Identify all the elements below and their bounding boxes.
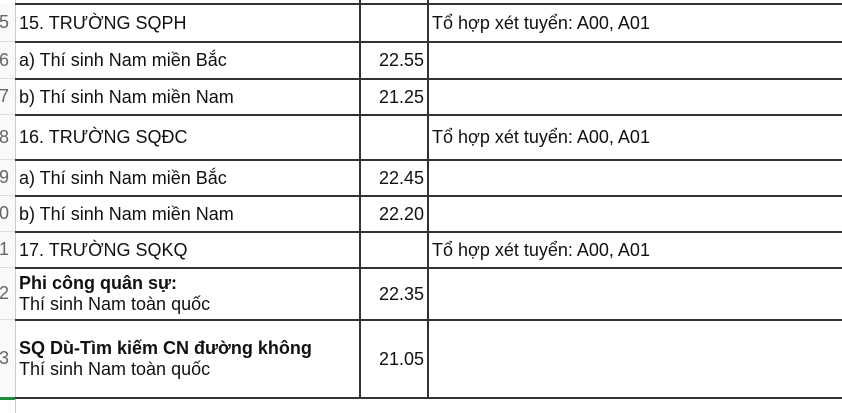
cell-note[interactable] <box>432 161 842 195</box>
row-header[interactable]: 17 <box>0 79 15 115</box>
cell-score[interactable]: 22.20 <box>378 203 424 224</box>
cell-subtitle: Thí sinh Nam toàn quốc <box>19 359 211 379</box>
cell-note[interactable]: Tổ hợp xét tuyển: A00, A01 <box>432 127 650 147</box>
cell-score[interactable] <box>362 5 424 41</box>
cell-a[interactable]: b) Thí sinh Nam miền Nam <box>19 203 234 224</box>
selection-indicator <box>0 397 15 400</box>
cell-subtitle: Thí sinh Nam toàn quốc <box>19 294 211 314</box>
row-header[interactable]: 16 <box>0 42 15 79</box>
cell-note[interactable]: Tổ hợp xét tuyển: A00, A01 <box>432 12 650 33</box>
cell-score[interactable]: 21.25 <box>378 86 424 107</box>
row-header-divider <box>15 0 16 413</box>
cell-note[interactable] <box>432 269 842 319</box>
cell-a[interactable]: 17. TRƯỜNG SQKQ <box>19 239 188 260</box>
row-header[interactable]: 15 <box>0 4 15 42</box>
cell-a[interactable]: SQ Dù-Tìm kiếm CN đường không Thí sinh Na… <box>19 321 359 397</box>
column-border <box>359 0 361 399</box>
cell-a[interactable]: 16. TRƯỜNG SQĐC <box>19 127 188 147</box>
row-header[interactable]: 21 <box>0 232 15 268</box>
cell-score[interactable]: 21.05 <box>378 348 424 369</box>
cell-score[interactable]: 22.55 <box>378 50 424 70</box>
cell-note[interactable]: Tổ hợp xét tuyển: A00, A01 <box>432 239 650 260</box>
cell-a[interactable]: a) Thí sinh Nam miền Bắc <box>19 50 227 70</box>
row-header[interactable]: 23 <box>0 320 15 398</box>
cell-score[interactable]: 22.45 <box>378 167 424 188</box>
cell-title: SQ Dù-Tìm kiếm CN đường không <box>19 338 312 358</box>
row-header[interactable]: 18 <box>0 115 15 160</box>
cell-note[interactable] <box>432 321 842 397</box>
column-border <box>427 0 429 399</box>
row-header[interactable]: 22 <box>0 268 15 320</box>
cell-a[interactable]: a) Thí sinh Nam miền Bắc <box>19 167 227 188</box>
cell-a[interactable]: b) Thí sinh Nam miền Nam <box>19 86 234 107</box>
cell-a[interactable]: Phi công quân sự: Thí sinh Nam toàn quốc <box>19 269 359 319</box>
cell-note[interactable] <box>432 80 842 114</box>
cell-a[interactable]: 15. TRƯỜNG SQPH <box>19 12 187 33</box>
cell-note[interactable] <box>432 197 842 231</box>
cell-score[interactable] <box>362 233 424 267</box>
cell-score[interactable] <box>362 116 424 159</box>
cell-title: Phi công quân sự: <box>19 273 178 293</box>
cell-score[interactable]: 22.35 <box>378 283 424 304</box>
row-header[interactable]: 20 <box>0 196 15 232</box>
row-header[interactable]: 19 <box>0 160 15 196</box>
cell-note[interactable] <box>432 43 842 78</box>
